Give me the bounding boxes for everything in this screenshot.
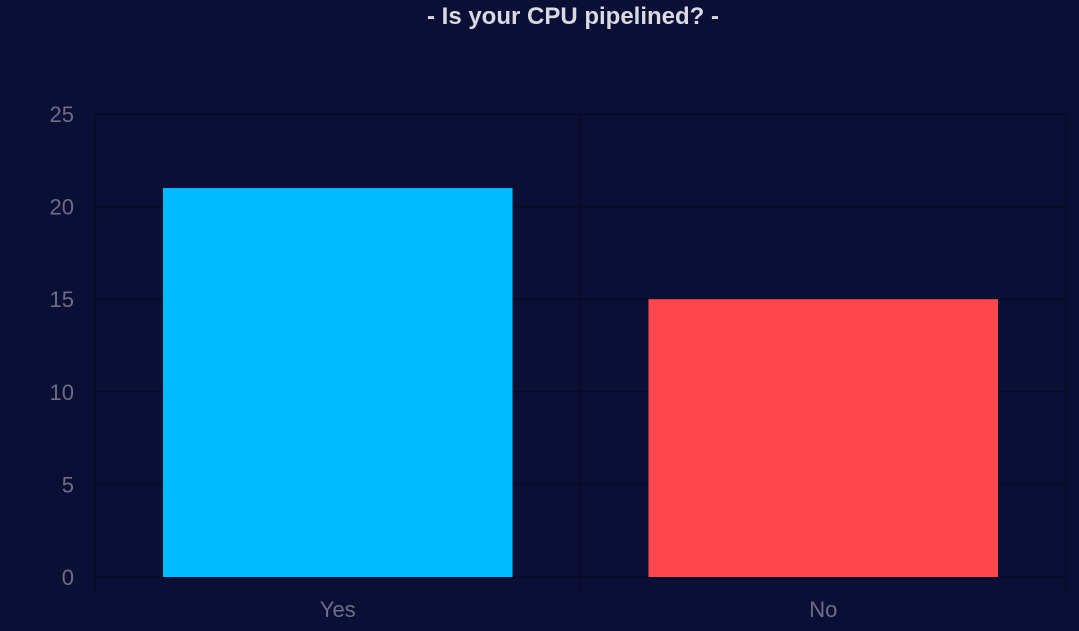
x-tick-label: Yes xyxy=(320,597,356,622)
bar-yes xyxy=(162,188,513,577)
y-tick-label: 5 xyxy=(62,472,74,497)
y-tick-label: 10 xyxy=(50,380,74,405)
x-tick-label: No xyxy=(809,597,837,622)
bars xyxy=(162,188,999,577)
y-tick-label: 20 xyxy=(50,195,74,220)
y-tick-label: 25 xyxy=(50,102,74,127)
y-tick-label: 0 xyxy=(62,565,74,590)
y-tick-label: 15 xyxy=(50,287,74,312)
x-axis-ticks: Yes No xyxy=(320,597,838,622)
y-axis-ticks: 0 5 10 15 20 25 xyxy=(50,102,74,590)
bar-no xyxy=(648,299,999,577)
chart-title: - Is your CPU pipelined? - xyxy=(426,3,720,30)
